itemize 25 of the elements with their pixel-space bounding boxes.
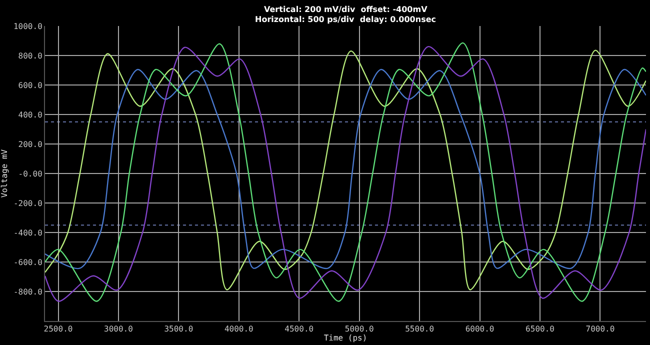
x-axis-title: Time (ps) — [324, 334, 368, 343]
y-tick-label: 600.0 — [18, 80, 43, 90]
y-tick-label: 1000.0 — [13, 22, 43, 31]
y-tick-label: 800.0 — [18, 51, 43, 60]
y-tick-label: -600.0 — [13, 258, 43, 267]
x-tick-label: 7000.0 — [586, 324, 615, 334]
y-tick-label: 200.0 — [18, 140, 43, 149]
y-tick-label: -0.00 — [18, 169, 43, 178]
x-tick-label: 4500.0 — [284, 324, 314, 334]
x-tick-label: 4000.0 — [224, 324, 254, 334]
x-tick-label: 5500.0 — [405, 324, 434, 334]
y-tick-label: -200.0 — [13, 198, 43, 208]
line-series — [45, 68, 646, 270]
chart-title: Vertical: 200 mV/div offset: -400mV — [264, 5, 428, 14]
y-axis-title: Voltage mV — [0, 149, 10, 198]
x-tick-label: 3000.0 — [104, 324, 134, 334]
y-tick-label: -800.0 — [13, 287, 43, 296]
x-tick-label: 6000.0 — [465, 324, 494, 334]
y-tick-label: 400.0 — [18, 110, 43, 120]
x-tick-label: 3500.0 — [164, 324, 194, 334]
x-tick-label: 2500.0 — [44, 324, 73, 334]
x-tick-label: 5000.0 — [344, 324, 374, 334]
y-tick-label: -400.0 — [13, 228, 43, 238]
x-tick-label: 6500.0 — [526, 324, 555, 334]
chart-subtitle: Horizontal: 500 ps/div delay: 0.000nsec — [255, 15, 436, 24]
